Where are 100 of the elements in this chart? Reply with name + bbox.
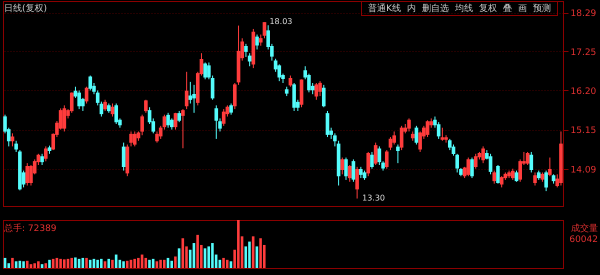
y-tick-label: 14.09 bbox=[570, 166, 597, 176]
bar bbox=[140, 254, 144, 268]
bar bbox=[207, 246, 210, 268]
candlestick bbox=[222, 108, 226, 126]
annotation: 画 bbox=[518, 4, 527, 14]
bar bbox=[137, 258, 140, 268]
candlestick bbox=[288, 75, 292, 88]
candlestick bbox=[496, 164, 500, 184]
bar bbox=[226, 260, 229, 268]
candlestick bbox=[229, 103, 233, 116]
candlestick bbox=[470, 157, 474, 179]
candlestick bbox=[474, 153, 478, 170]
bar bbox=[126, 260, 129, 268]
bar bbox=[59, 258, 62, 268]
bar bbox=[104, 261, 106, 268]
candlestick bbox=[370, 151, 374, 170]
bar bbox=[62, 259, 66, 268]
bar bbox=[211, 243, 214, 268]
bar bbox=[33, 263, 36, 268]
candlestick bbox=[326, 110, 330, 138]
candlestick bbox=[314, 82, 318, 100]
bar bbox=[88, 260, 92, 268]
bar bbox=[152, 258, 154, 268]
candlestick bbox=[166, 112, 170, 128]
candlestick bbox=[362, 170, 366, 180]
chart-title: 日线(复权) bbox=[4, 2, 48, 15]
candlestick bbox=[284, 86, 289, 97]
candlestick bbox=[426, 120, 430, 138]
candlestick bbox=[396, 144, 400, 164]
bar bbox=[26, 260, 29, 268]
candlestick bbox=[184, 71, 188, 110]
bar bbox=[230, 261, 232, 268]
candlestick bbox=[255, 34, 259, 50]
bar bbox=[70, 258, 73, 268]
bar bbox=[133, 258, 136, 268]
y-tick-label: 15.15 bbox=[570, 126, 596, 136]
candlestick bbox=[140, 114, 144, 136]
candlestick bbox=[318, 80, 322, 97]
bar bbox=[22, 261, 25, 268]
candlestick bbox=[203, 62, 207, 80]
annotation: 均线 bbox=[455, 4, 473, 14]
bar bbox=[178, 248, 180, 268]
candlestick bbox=[88, 75, 92, 91]
candlestick bbox=[340, 157, 344, 175]
bar bbox=[156, 261, 158, 268]
bar bbox=[252, 236, 254, 268]
candlestick bbox=[540, 172, 544, 182]
candlestick bbox=[374, 142, 378, 166]
text: 60042 bbox=[569, 235, 598, 245]
bar bbox=[56, 258, 58, 268]
candlestick bbox=[129, 130, 133, 147]
candlestick bbox=[110, 103, 114, 118]
bar bbox=[162, 260, 166, 268]
bar bbox=[204, 248, 206, 268]
y-tick-label: 17.25 bbox=[570, 48, 596, 58]
candlestick bbox=[292, 82, 296, 112]
candlestick bbox=[177, 110, 182, 123]
text: 成交量 bbox=[570, 222, 598, 235]
candlestick bbox=[25, 162, 30, 186]
annotation: 复权 bbox=[479, 4, 497, 14]
bar bbox=[18, 260, 22, 268]
candlestick bbox=[530, 151, 534, 173]
bar bbox=[192, 243, 196, 268]
candlestick bbox=[122, 142, 126, 172]
bar bbox=[256, 246, 258, 268]
bar bbox=[182, 238, 184, 268]
candlestick bbox=[440, 127, 444, 142]
candlestick bbox=[181, 108, 185, 149]
annotation: 总手: 72389 bbox=[4, 222, 57, 235]
bar bbox=[52, 258, 54, 268]
candlestick bbox=[174, 112, 178, 130]
y-tick-label: 16.20 bbox=[570, 86, 597, 97]
annotation: 预测 bbox=[533, 4, 551, 14]
candlestick bbox=[348, 164, 352, 182]
candlestick bbox=[410, 130, 415, 142]
candlestick bbox=[10, 132, 14, 147]
bar bbox=[40, 264, 44, 268]
candlestick bbox=[359, 166, 363, 179]
bar bbox=[166, 258, 170, 268]
annotation: 13.30 bbox=[362, 194, 386, 203]
bar bbox=[85, 258, 88, 268]
candlestick bbox=[62, 104, 66, 132]
bar bbox=[248, 242, 251, 268]
candlestick bbox=[492, 170, 496, 184]
bar bbox=[111, 260, 114, 268]
candlestick bbox=[107, 103, 111, 114]
candlestick bbox=[526, 151, 530, 166]
candlestick bbox=[500, 176, 504, 188]
bar bbox=[159, 260, 162, 268]
y-tick-label: 18.29 bbox=[570, 9, 597, 20]
bar bbox=[196, 234, 199, 268]
candlestick bbox=[466, 157, 470, 177]
candlestick bbox=[214, 104, 218, 140]
bar bbox=[100, 258, 103, 268]
bar bbox=[107, 258, 110, 268]
annotation: 18.03 bbox=[269, 17, 292, 26]
candlestick bbox=[514, 170, 518, 182]
bar bbox=[4, 258, 6, 268]
bar bbox=[96, 260, 99, 268]
bar bbox=[130, 260, 132, 268]
